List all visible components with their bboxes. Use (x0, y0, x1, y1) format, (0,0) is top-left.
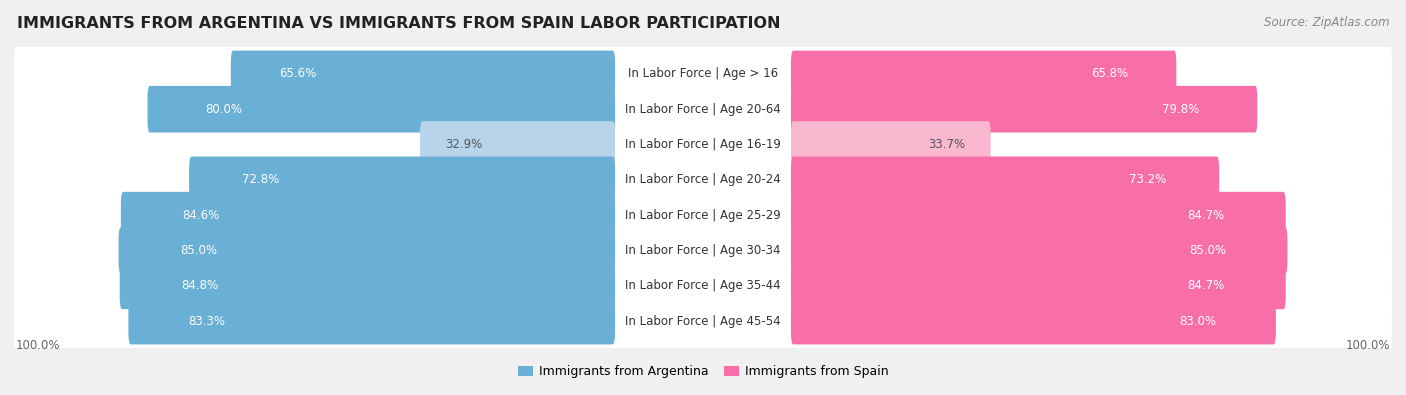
Text: 84.8%: 84.8% (181, 279, 218, 292)
FancyBboxPatch shape (14, 111, 1392, 178)
Text: In Labor Force | Age > 16: In Labor Force | Age > 16 (628, 68, 778, 81)
Text: Source: ZipAtlas.com: Source: ZipAtlas.com (1264, 16, 1389, 29)
FancyBboxPatch shape (14, 252, 1392, 319)
Text: 32.9%: 32.9% (446, 138, 482, 151)
FancyBboxPatch shape (792, 263, 1285, 309)
FancyBboxPatch shape (13, 242, 1393, 329)
Text: In Labor Force | Age 20-64: In Labor Force | Age 20-64 (626, 103, 780, 116)
Text: 73.2%: 73.2% (1129, 173, 1166, 186)
FancyBboxPatch shape (13, 171, 1393, 259)
FancyBboxPatch shape (13, 277, 1393, 365)
FancyBboxPatch shape (14, 182, 1392, 248)
FancyBboxPatch shape (14, 147, 1392, 213)
FancyBboxPatch shape (13, 101, 1393, 188)
FancyBboxPatch shape (792, 298, 1275, 344)
FancyBboxPatch shape (231, 51, 614, 97)
Text: 100.0%: 100.0% (15, 339, 60, 352)
FancyBboxPatch shape (792, 227, 1288, 274)
FancyBboxPatch shape (420, 121, 614, 168)
Text: 100.0%: 100.0% (1346, 339, 1391, 352)
Text: In Labor Force | Age 20-24: In Labor Force | Age 20-24 (626, 173, 780, 186)
Text: 85.0%: 85.0% (1189, 244, 1226, 257)
Legend: Immigrants from Argentina, Immigrants from Spain: Immigrants from Argentina, Immigrants fr… (513, 360, 893, 384)
Text: 65.8%: 65.8% (1091, 68, 1129, 81)
FancyBboxPatch shape (13, 136, 1393, 224)
FancyBboxPatch shape (792, 86, 1257, 132)
FancyBboxPatch shape (128, 298, 614, 344)
Text: 83.0%: 83.0% (1178, 314, 1216, 327)
FancyBboxPatch shape (13, 66, 1393, 153)
Text: 84.6%: 84.6% (181, 209, 219, 222)
FancyBboxPatch shape (121, 192, 614, 239)
Text: 80.0%: 80.0% (205, 103, 242, 116)
FancyBboxPatch shape (792, 51, 1177, 97)
Text: 84.7%: 84.7% (1187, 279, 1225, 292)
Text: 85.0%: 85.0% (180, 244, 217, 257)
Text: 84.7%: 84.7% (1187, 209, 1225, 222)
FancyBboxPatch shape (13, 207, 1393, 294)
Text: In Labor Force | Age 35-44: In Labor Force | Age 35-44 (626, 279, 780, 292)
Text: 72.8%: 72.8% (242, 173, 280, 186)
FancyBboxPatch shape (792, 156, 1219, 203)
FancyBboxPatch shape (14, 217, 1392, 284)
FancyBboxPatch shape (190, 156, 614, 203)
Text: IMMIGRANTS FROM ARGENTINA VS IMMIGRANTS FROM SPAIN LABOR PARTICIPATION: IMMIGRANTS FROM ARGENTINA VS IMMIGRANTS … (17, 16, 780, 31)
Text: 79.8%: 79.8% (1163, 103, 1199, 116)
FancyBboxPatch shape (120, 263, 614, 309)
FancyBboxPatch shape (118, 227, 614, 274)
FancyBboxPatch shape (792, 121, 991, 168)
Text: In Labor Force | Age 25-29: In Labor Force | Age 25-29 (626, 209, 780, 222)
FancyBboxPatch shape (14, 76, 1392, 143)
Text: 33.7%: 33.7% (928, 138, 965, 151)
FancyBboxPatch shape (13, 30, 1393, 118)
Text: 65.6%: 65.6% (278, 68, 316, 81)
FancyBboxPatch shape (14, 288, 1392, 354)
Text: In Labor Force | Age 30-34: In Labor Force | Age 30-34 (626, 244, 780, 257)
Text: In Labor Force | Age 16-19: In Labor Force | Age 16-19 (626, 138, 780, 151)
Text: 83.3%: 83.3% (188, 314, 225, 327)
FancyBboxPatch shape (148, 86, 614, 132)
Text: In Labor Force | Age 45-54: In Labor Force | Age 45-54 (626, 314, 780, 327)
FancyBboxPatch shape (14, 41, 1392, 107)
FancyBboxPatch shape (792, 192, 1285, 239)
